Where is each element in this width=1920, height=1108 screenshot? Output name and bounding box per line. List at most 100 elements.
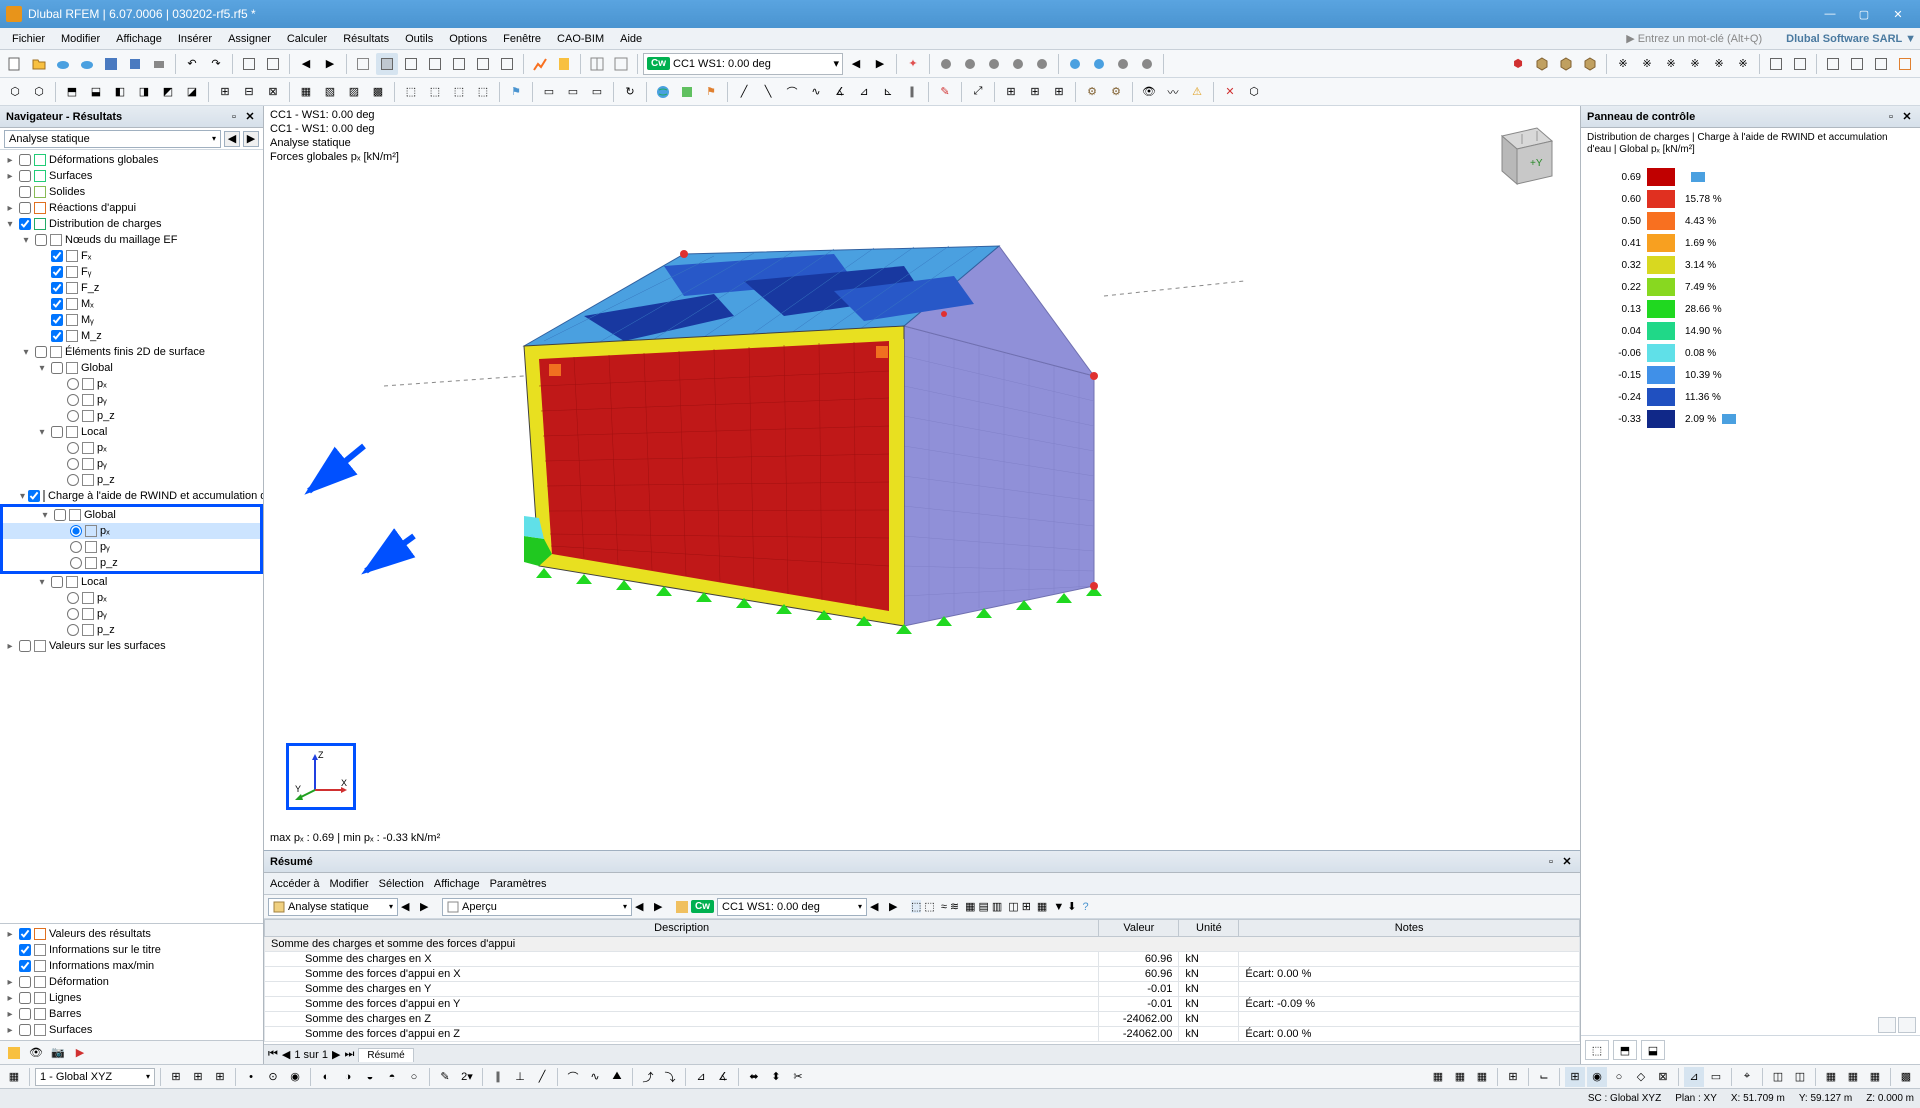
bt6-icon[interactable]: ⊙: [263, 1067, 283, 1087]
l5-icon[interactable]: ∡: [829, 81, 851, 103]
sum-b8-icon[interactable]: ◫: [1008, 900, 1018, 913]
bt18-icon[interactable]: ⛰: [607, 1067, 627, 1087]
tree-node[interactable]: ▾Global: [3, 507, 260, 523]
tree-node[interactable]: F_z: [0, 280, 263, 296]
doc1-icon[interactable]: [238, 53, 260, 75]
menu-fichier[interactable]: Fichier: [4, 33, 53, 45]
menu-cao-bim[interactable]: CAO-BIM: [549, 33, 612, 45]
doc2-icon[interactable]: [262, 53, 284, 75]
summary-menu-modifier[interactable]: Modifier: [330, 878, 369, 890]
nav-prev-icon[interactable]: ◀: [224, 131, 240, 147]
bt7-icon[interactable]: ◉: [285, 1067, 305, 1087]
nav-bot2-icon[interactable]: 👁: [26, 1043, 46, 1063]
tree-radio[interactable]: [70, 557, 82, 569]
tree-node[interactable]: ▾Local: [0, 424, 263, 440]
bt25-icon[interactable]: ✂: [788, 1067, 808, 1087]
sum-close-icon[interactable]: ✕: [1560, 855, 1574, 869]
menu-aide[interactable]: Aide: [612, 33, 650, 45]
bt23-icon[interactable]: ⬌: [744, 1067, 764, 1087]
tree-checkbox[interactable]: [51, 250, 63, 262]
sum-filter-icon[interactable]: ▼: [1053, 901, 1064, 913]
t2m-icon[interactable]: ▧: [319, 81, 341, 103]
tree-radio[interactable]: [67, 592, 79, 604]
tree-node[interactable]: pₓ: [0, 590, 263, 606]
cloud2-icon[interactable]: [76, 53, 98, 75]
tree-checkbox[interactable]: [19, 992, 31, 1004]
tree-radio[interactable]: [67, 458, 79, 470]
expand-icon[interactable]: ▾: [20, 491, 25, 502]
pen-icon[interactable]: ✎: [934, 81, 956, 103]
menu-insérer[interactable]: Insérer: [170, 33, 220, 45]
viewport[interactable]: CC1 - WS1: 0.00 deg CC1 - WS1: 0.00 deg …: [264, 106, 1580, 850]
r9-icon[interactable]: [1822, 53, 1844, 75]
bt-2-icon[interactable]: 2▾: [457, 1067, 477, 1087]
navigator-dropdown[interactable]: Analyse statique ▾: [4, 130, 221, 148]
bt4-icon[interactable]: ⊞: [210, 1067, 230, 1087]
l4-icon[interactable]: ∿: [805, 81, 827, 103]
sel1-icon[interactable]: ▭: [538, 81, 560, 103]
r11-icon[interactable]: [1870, 53, 1892, 75]
saveall-icon[interactable]: [124, 53, 146, 75]
save-icon[interactable]: [100, 53, 122, 75]
menu-affichage[interactable]: Affichage: [108, 33, 170, 45]
bt10-icon[interactable]: ◒: [360, 1067, 380, 1087]
r10-icon[interactable]: [1846, 53, 1868, 75]
cp-float-icon[interactable]: ▫: [1884, 110, 1898, 124]
br15-icon[interactable]: ◫: [1790, 1067, 1810, 1087]
br5-icon[interactable]: ⌙: [1534, 1067, 1554, 1087]
r7-icon[interactable]: [1765, 53, 1787, 75]
bt19-icon[interactable]: ⤴: [638, 1067, 658, 1087]
expand-icon[interactable]: ▸: [4, 977, 16, 988]
summary-dd1[interactable]: Analyse statique▾: [268, 898, 398, 916]
br18-icon[interactable]: ▦: [1865, 1067, 1885, 1087]
tree-checkbox[interactable]: [19, 170, 31, 182]
r1-icon[interactable]: ※: [1612, 53, 1634, 75]
sum-export-icon[interactable]: ⬇: [1067, 900, 1076, 913]
t2k-icon[interactable]: ⊠: [262, 81, 284, 103]
tree-node[interactable]: ▸Surfaces: [0, 168, 263, 184]
expand-icon[interactable]: ▸: [4, 1025, 16, 1036]
earth2-icon[interactable]: [676, 81, 698, 103]
wave-icon[interactable]: 〰: [1162, 81, 1184, 103]
t2d-icon[interactable]: ⬓: [85, 81, 107, 103]
r8-icon[interactable]: [1789, 53, 1811, 75]
calc-icon[interactable]: [553, 53, 575, 75]
bt16-icon[interactable]: ⌒: [563, 1067, 583, 1087]
tree-radio[interactable]: [70, 541, 82, 553]
cp-close-icon[interactable]: ✕: [1900, 110, 1914, 124]
menu-options[interactable]: Options: [441, 33, 495, 45]
bt3-icon[interactable]: ⊞: [188, 1067, 208, 1087]
tree-checkbox[interactable]: [35, 234, 47, 246]
tree-radio[interactable]: [67, 394, 79, 406]
menu-résultats[interactable]: Résultats: [335, 33, 397, 45]
bt15-icon[interactable]: ╱: [532, 1067, 552, 1087]
tree-node[interactable]: ▾Distribution de charges: [0, 216, 263, 232]
globe-icon[interactable]: ⬢: [1507, 53, 1529, 75]
menu-fenêtre[interactable]: Fenêtre: [495, 33, 549, 45]
cp-b2-icon[interactable]: ⬒: [1613, 1040, 1637, 1060]
t2i-icon[interactable]: ⊞: [214, 81, 236, 103]
redo-icon[interactable]: ↷: [205, 53, 227, 75]
flag-icon[interactable]: ⚑: [505, 81, 527, 103]
expand-icon[interactable]: ▸: [4, 993, 16, 1004]
tree-node[interactable]: Fᵧ: [0, 264, 263, 280]
tree-node[interactable]: ▸Lignes: [0, 990, 263, 1006]
expand-icon[interactable]: ▸: [4, 155, 16, 166]
coordsys-dd[interactable]: 1 - Global XYZ▾: [35, 1068, 155, 1086]
tree-radio[interactable]: [67, 474, 79, 486]
br17-icon[interactable]: ▦: [1843, 1067, 1863, 1087]
bt5-icon[interactable]: •: [241, 1067, 261, 1087]
tree-node[interactable]: p_z: [0, 472, 263, 488]
sum-b3-icon[interactable]: ≈: [941, 901, 947, 913]
tree-node[interactable]: ▾Local: [0, 574, 263, 590]
bt9-icon[interactable]: ◑: [338, 1067, 358, 1087]
view1-icon[interactable]: [352, 53, 374, 75]
tree-radio[interactable]: [70, 525, 82, 537]
t9-icon[interactable]: [1136, 53, 1158, 75]
tree-checkbox[interactable]: [19, 218, 31, 230]
br14-icon[interactable]: ◫: [1768, 1067, 1788, 1087]
br1-icon[interactable]: ▦: [1428, 1067, 1448, 1087]
t2q-icon[interactable]: ⬚: [424, 81, 446, 103]
view7-icon[interactable]: [496, 53, 518, 75]
bt13-icon[interactable]: ∥: [488, 1067, 508, 1087]
